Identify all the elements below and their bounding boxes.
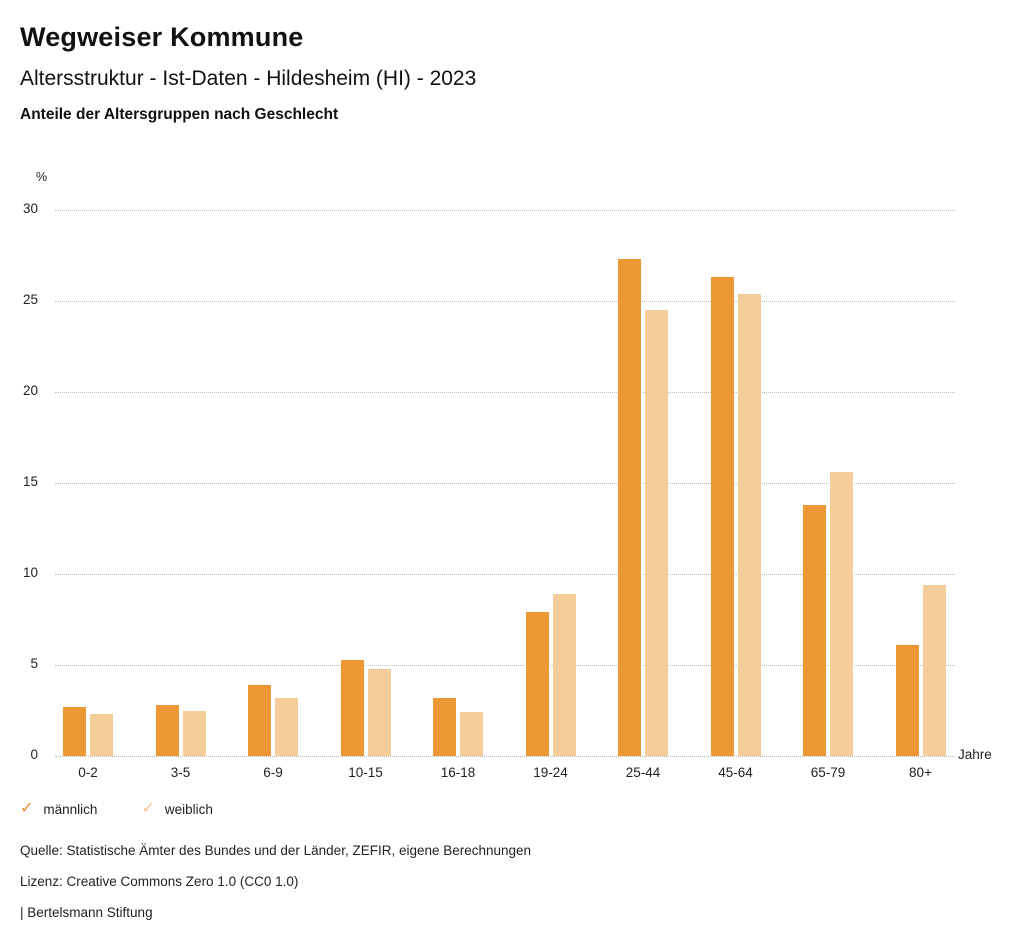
bar-weiblich-16-18[interactable] [460, 712, 483, 756]
license-note: Lizenz: Creative Commons Zero 1.0 (CC0 1… [20, 874, 299, 889]
y-tick-label-10: 10 [22, 565, 38, 580]
bar-weiblich-25-44[interactable] [645, 310, 668, 756]
x-axis-unit-label: Jahre [958, 747, 992, 762]
gridline-0 [55, 756, 955, 757]
x-tick-label-45-64: 45-64 [718, 765, 753, 780]
bar-männlich-3-5[interactable] [155, 705, 179, 756]
bar-weiblich-10-15[interactable] [367, 668, 391, 756]
y-tick-label-20: 20 [22, 383, 38, 398]
bar-männlich-19-24[interactable] [525, 612, 549, 756]
y-tick-label-0: 0 [30, 747, 38, 762]
gridline-30 [55, 210, 955, 211]
source-note: Quelle: Statistische Ämter des Bundes un… [20, 843, 532, 858]
legend-item-maennlich[interactable]: ✓ männlich [20, 801, 97, 817]
bar-männlich-6-9[interactable] [248, 685, 271, 756]
y-tick-label-25: 25 [22, 292, 38, 307]
page-title: Wegweiser Kommune [20, 22, 304, 52]
check-icon: ✓ [141, 800, 155, 817]
y-tick-label-5: 5 [30, 656, 38, 671]
gridline-5 [55, 665, 955, 666]
bar-männlich-25-44[interactable] [618, 259, 641, 756]
bar-weiblich-65-79[interactable] [830, 472, 853, 756]
bar-weiblich-19-24[interactable] [552, 594, 576, 756]
gridline-20 [55, 392, 955, 393]
bar-männlich-16-18[interactable] [433, 697, 456, 756]
bar-männlich-0-2[interactable] [63, 706, 86, 756]
x-tick-label-3-5: 3-5 [170, 765, 191, 780]
y-axis-unit-label: % [36, 170, 48, 184]
grouped-bar-chart: % 0 5 10 15 20 25 30 0-2 3-5 6-9 10-15 16-18 19-24 25… [0, 165, 1024, 805]
bar-männlich-45-64[interactable] [710, 277, 734, 756]
legend-label-maennlich: männlich [43, 801, 98, 817]
x-tick-label-10-15: 10-15 [348, 765, 383, 780]
gridline-15 [55, 483, 955, 484]
y-tick-label-30: 30 [22, 201, 38, 216]
gridline-10 [55, 574, 955, 575]
legend: ✓ männlich ✓ weiblich [20, 801, 213, 817]
x-tick-label-0-2: 0-2 [78, 765, 98, 780]
bar-weiblich-6-9[interactable] [275, 697, 298, 756]
x-tick-label-16-18: 16-18 [440, 765, 476, 780]
x-tick-label-6-9: 6-9 [263, 765, 283, 780]
bar-weiblich-45-64[interactable] [737, 293, 761, 756]
check-icon: ✓ [20, 800, 34, 817]
bar-männlich-65-79[interactable] [803, 504, 826, 756]
bar-weiblich-80+[interactable] [922, 584, 946, 756]
legend-item-weiblich[interactable]: ✓ weiblich [141, 801, 212, 817]
bar-männlich-10-15[interactable] [340, 659, 364, 756]
x-tick-label-65-79: 65-79 [810, 765, 846, 780]
legend-label-weiblich: weiblich [164, 801, 213, 817]
page-subtitle: Altersstruktur - Ist-Daten - Hildesheim … [20, 67, 477, 90]
bar-weiblich-3-5[interactable] [182, 710, 206, 756]
brand-note: | Bertelsmann Stiftung [20, 905, 153, 920]
bar-männlich-80+[interactable] [895, 644, 919, 756]
x-tick-label-25-44: 25-44 [625, 765, 661, 780]
chart-heading: Anteile der Altersgruppen nach Geschlech… [20, 106, 339, 123]
x-tick-label-80+: 80+ [909, 765, 932, 780]
y-tick-label-15: 15 [22, 474, 38, 489]
x-tick-label-19-24: 19-24 [533, 765, 568, 780]
bar-weiblich-0-2[interactable] [90, 714, 113, 756]
gridline-25 [55, 301, 955, 302]
